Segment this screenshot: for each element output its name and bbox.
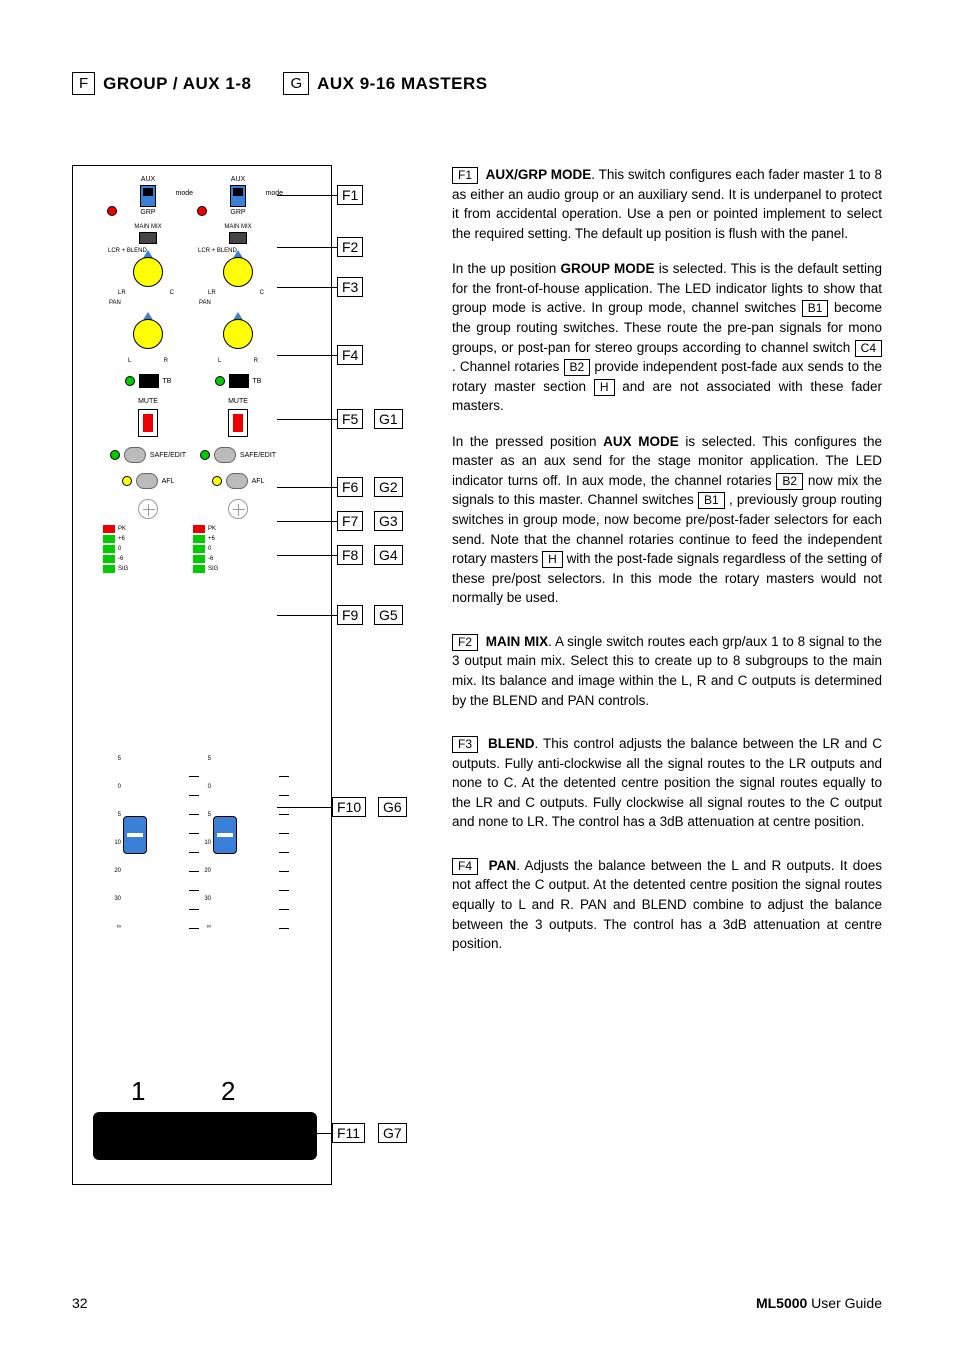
- page-footer: 32 ML5000 User Guide: [72, 1295, 882, 1311]
- pan-knob: L R: [126, 312, 170, 356]
- ref-G3: G3: [374, 511, 403, 531]
- safe-led: [110, 450, 120, 460]
- ref-F2: F2: [337, 237, 363, 257]
- ref-inline-B2b: B2: [776, 473, 803, 490]
- ref-F6: F6: [337, 477, 363, 497]
- ref-G5: G5: [374, 605, 403, 625]
- channel-num-2: 2: [221, 1076, 235, 1107]
- header-ref-g: G: [283, 72, 309, 95]
- afl-button: AFL: [103, 473, 193, 489]
- ref-F9: F9: [337, 605, 363, 625]
- blend-knob: LCR + BLEND LR C: [126, 250, 170, 294]
- main-mix-switch-2: MAIN MIX: [218, 224, 258, 244]
- ref-F4: F4: [337, 345, 363, 365]
- product-guide: ML5000 User Guide: [756, 1295, 882, 1311]
- header-ref-f: F: [72, 72, 95, 95]
- fader-2: 5 0 5 10 20 30 ∞: [213, 756, 237, 1046]
- ref-G6: G6: [378, 797, 407, 817]
- ref-F7: F7: [337, 511, 363, 531]
- cross-indicator: [138, 499, 158, 519]
- body-text: F1 AUX/GRP MODE. This switch configures …: [452, 165, 882, 1185]
- grp-led: [107, 206, 117, 216]
- ref-F5: F5: [337, 409, 363, 429]
- mute-button: [138, 409, 158, 437]
- ref-F3: F3: [337, 277, 363, 297]
- page-number: 32: [72, 1295, 88, 1311]
- ref-G7: G7: [378, 1123, 407, 1143]
- main-mix-switch: MAIN MIX: [128, 224, 168, 244]
- para-F3: F3 BLEND. This control adjusts the balan…: [452, 734, 882, 832]
- diagram-panel: AUX mode GRP MAIN MIX LCR + BLEND LR C: [72, 165, 332, 1185]
- grp-led-2: [197, 206, 207, 216]
- strip-2: AUX mode GRP MAIN MIX LCR + BLEND LR C: [193, 176, 283, 575]
- scribble-strip: [93, 1112, 317, 1160]
- ref-inline-B1b: B1: [698, 492, 725, 509]
- para-F2: F2 MAIN MIX. A single switch routes each…: [452, 632, 882, 710]
- fader-1: 5 0 5 10 20 30 ∞: [123, 756, 147, 1046]
- afl-led: [122, 476, 132, 486]
- header-title-2: AUX 9-16 MASTERS: [317, 74, 487, 94]
- channel-diagram: AUX mode GRP MAIN MIX LCR + BLEND LR C: [72, 165, 352, 1185]
- safe-edit-button: SAFE/EDIT: [103, 447, 193, 463]
- ref-F8: F8: [337, 545, 363, 565]
- ref-inline-C4: C4: [855, 340, 882, 357]
- ref-inline-B1: B1: [802, 300, 829, 317]
- tb-button: TB: [103, 374, 193, 388]
- ref-F1: F1: [337, 185, 363, 205]
- ref-inline-F1: F1: [452, 167, 478, 184]
- level-meter: PK +6 0 -6 SIG: [103, 525, 193, 573]
- page-header: F GROUP / AUX 1-8 G AUX 9-16 MASTERS: [72, 72, 882, 95]
- para-F4: F4 PAN. Adjusts the balance between the …: [452, 856, 882, 954]
- para-groupmode: In the up position GROUP MODE is selecte…: [452, 259, 882, 416]
- ref-G1: G1: [374, 409, 403, 429]
- pan-knob-2: L R: [216, 312, 260, 356]
- blend-knob-2: LCR + BLEND LR C: [216, 250, 260, 294]
- strip-1: AUX mode GRP MAIN MIX LCR + BLEND LR C: [103, 176, 193, 575]
- ref-F11: F11: [332, 1123, 365, 1143]
- para-auxmode: In the pressed position AUX MODE is sele…: [452, 432, 882, 608]
- ref-inline-F3: F3: [452, 736, 478, 753]
- fader-1b: [161, 756, 185, 1046]
- ref-inline-H: H: [594, 379, 615, 396]
- ref-inline-B2: B2: [564, 359, 591, 376]
- para-F1: F1 AUX/GRP MODE. This switch configures …: [452, 165, 882, 243]
- ref-F10: F10: [332, 797, 366, 817]
- ref-inline-F2: F2: [452, 634, 478, 651]
- channel-num-1: 1: [131, 1076, 145, 1107]
- ref-G4: G4: [374, 545, 403, 565]
- ref-inline-F4: F4: [452, 858, 478, 875]
- aux-grp-switch-2: AUX mode GRP: [213, 176, 263, 216]
- fader-2b: [251, 756, 275, 1046]
- ref-inline-Hb: H: [542, 551, 563, 568]
- aux-grp-switch: AUX mode GRP: [123, 176, 173, 216]
- ref-G2: G2: [374, 477, 403, 497]
- header-title-1: GROUP / AUX 1-8: [103, 74, 251, 94]
- tb-led: [125, 376, 135, 386]
